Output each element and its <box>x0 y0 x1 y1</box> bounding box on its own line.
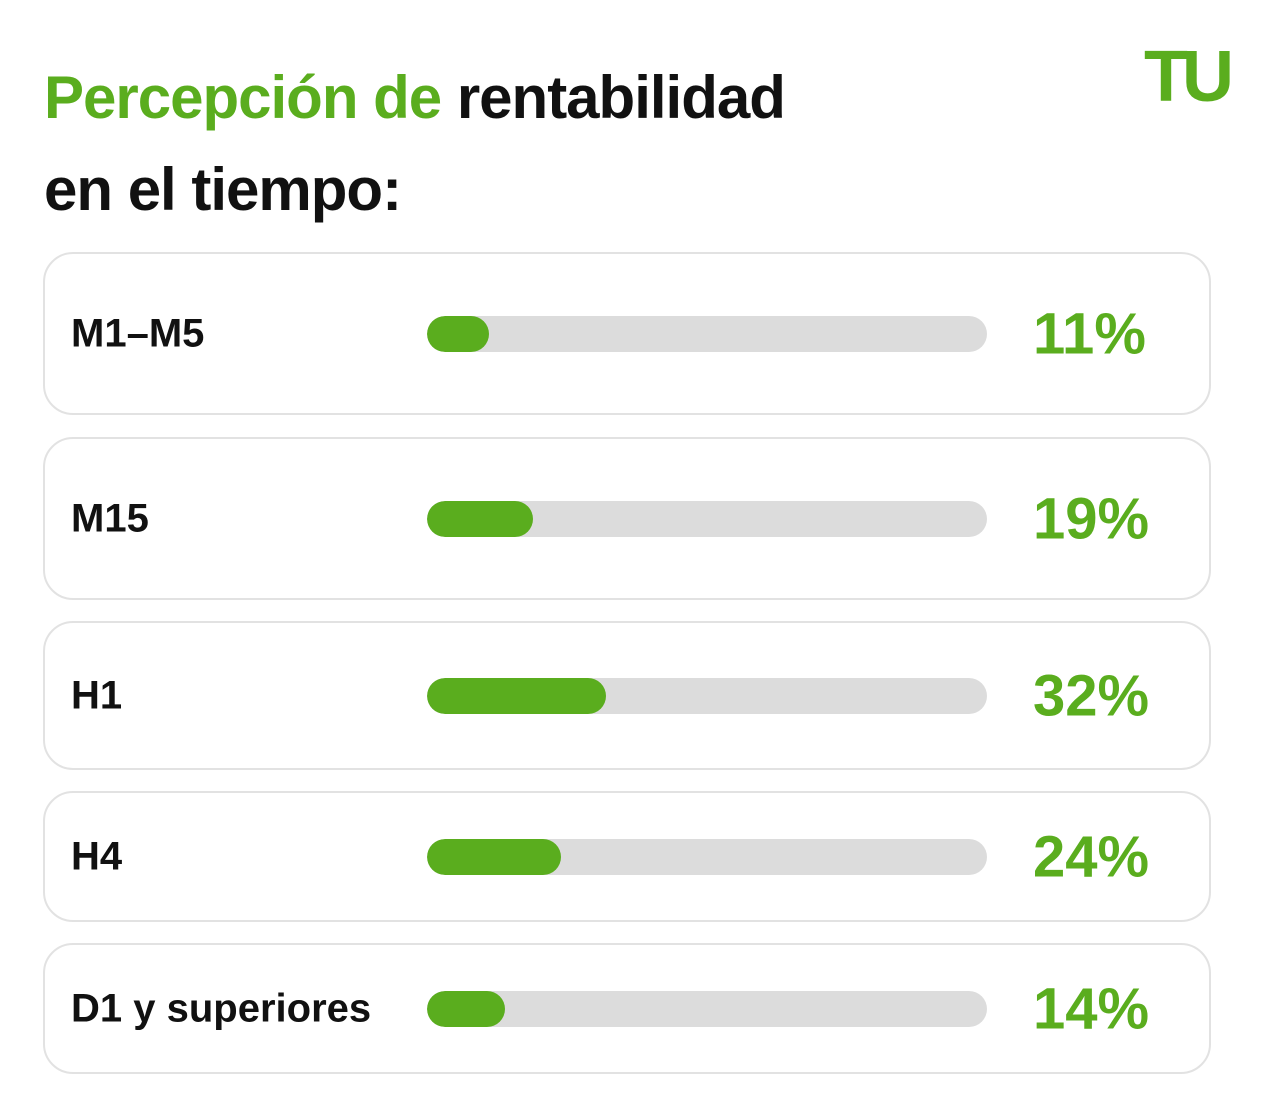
row: M1–M5 11% <box>43 252 1211 415</box>
value-label: 19% <box>1033 486 1150 551</box>
bar <box>427 677 607 714</box>
bar-track <box>427 500 987 537</box>
row: H1 32% <box>43 621 1211 770</box>
bar <box>427 838 562 875</box>
category-label: H4 <box>71 834 123 878</box>
bar <box>427 990 506 1027</box>
logo: TU <box>1144 37 1234 117</box>
row: H4 24% <box>43 791 1211 922</box>
value-label: 14% <box>1033 976 1150 1041</box>
bar-track <box>427 990 987 1027</box>
row: M15 19% <box>43 437 1211 600</box>
value-label: 24% <box>1033 824 1150 889</box>
bar-track <box>427 838 987 875</box>
category-label: M15 <box>71 496 149 540</box>
row: D1 y superiores 14% <box>43 943 1211 1074</box>
title-highlight: Percepción de <box>44 64 442 131</box>
title-part: rentabilidad <box>456 64 786 131</box>
bar-track <box>427 315 987 352</box>
bar-track <box>427 677 987 714</box>
title: Percepción de rentabilidad en el tiempo: <box>44 52 786 236</box>
value-label: 32% <box>1033 663 1150 728</box>
bar <box>427 500 534 537</box>
category-label: D1 y superiores <box>71 986 372 1030</box>
category-label: H1 <box>71 673 123 717</box>
value-label: 11% <box>1033 301 1146 366</box>
bar <box>427 315 489 352</box>
category-label: M1–M5 <box>71 311 205 355</box>
title-part: en el tiempo: <box>44 156 402 223</box>
